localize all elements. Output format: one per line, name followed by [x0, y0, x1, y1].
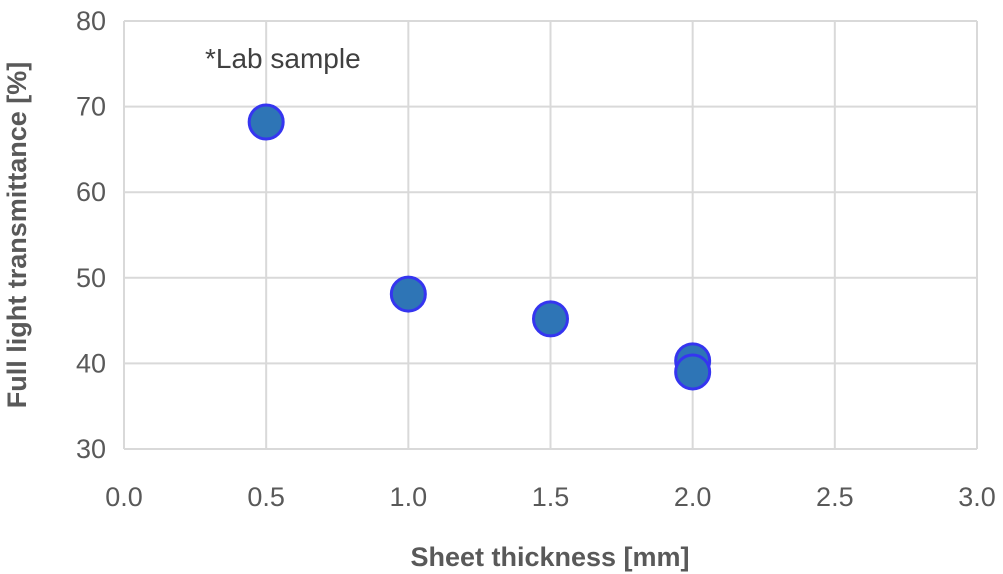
y-tick-label: 30 — [76, 434, 106, 464]
data-point — [389, 275, 427, 313]
annotation-lab-sample: *Lab sample — [205, 43, 361, 74]
data-point — [247, 103, 285, 141]
x-tick-label: 1.0 — [390, 482, 428, 512]
y-tick-label: 40 — [76, 348, 106, 378]
data-point — [532, 300, 569, 338]
x-axis-label: Sheet thickness [mm] — [410, 542, 689, 572]
data-point — [674, 353, 712, 391]
y-tick-label: 50 — [76, 263, 106, 293]
x-tick-label: 3.0 — [958, 482, 996, 512]
y-axis-label: Full light transmittance [%] — [2, 62, 32, 409]
data-points — [247, 103, 712, 391]
x-tick-label: 0.5 — [247, 482, 285, 512]
x-tick-label: 2.0 — [674, 482, 712, 512]
x-tick-label: 2.5 — [816, 482, 854, 512]
y-tick-label: 70 — [76, 92, 106, 122]
x-tick-label: 0.0 — [105, 482, 143, 512]
grid — [123, 20, 978, 450]
y-tick-label: 60 — [76, 177, 106, 207]
x-tick-label: 1.5 — [532, 482, 570, 512]
y-tick-label: 80 — [76, 6, 106, 36]
tick-labels: 30 40 50 60 70 80 0.0 0.5 1.0 1.5 2.0 2.5 3.0 — [76, 6, 996, 512]
